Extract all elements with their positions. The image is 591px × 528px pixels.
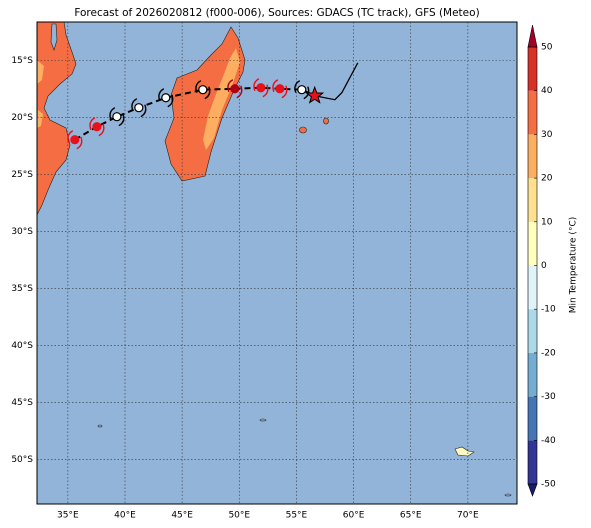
island (259, 418, 267, 422)
colorbar-tick-label: 40 (541, 86, 553, 96)
lon-tick-label: 40°E (114, 511, 136, 521)
cyclone-arc (131, 98, 138, 111)
past-track (314, 62, 359, 101)
lon-tick-label: 35°E (57, 511, 79, 521)
madagascar-highland (203, 48, 240, 150)
island (504, 493, 512, 497)
colorbar-tick-label: 0 (541, 261, 547, 271)
island (454, 446, 475, 457)
colorbar-band (528, 134, 537, 179)
colorbar-band (528, 178, 537, 222)
lat-tick-label: 40°S (11, 341, 33, 351)
current-position (305, 85, 325, 104)
cyclone-marker (198, 85, 208, 95)
lat-tick-label: 30°S (11, 227, 33, 237)
cyclone-arc (140, 104, 147, 118)
lon-tick-label: 65°E (400, 511, 422, 521)
lon-tick-label: 60°E (343, 511, 365, 521)
colorbar-label: Min Temperature (°C) (569, 217, 579, 314)
island (97, 424, 103, 428)
cyclone-marker (70, 135, 80, 145)
lat-tick-label: 45°S (11, 398, 33, 408)
africa-highland (37, 110, 43, 128)
cyclone-arc (204, 86, 211, 100)
colorbar-band (528, 396, 537, 441)
colorbar-tick-label: 30 (541, 130, 553, 140)
cyclone-arc (89, 117, 96, 130)
cyclone-marker (275, 84, 285, 94)
cyclone-arc (76, 136, 83, 150)
colorbar-band (528, 440, 537, 484)
cyclone-arc (262, 84, 269, 98)
cyclone-arc (167, 94, 174, 108)
cyclone-arc (98, 123, 105, 137)
colorbar-tick-label: 20 (541, 174, 553, 184)
cyclone-marker (161, 93, 171, 103)
lat-tick-label: 50°S (11, 455, 33, 465)
cyclone-marker (112, 112, 122, 122)
cyclone-marker (256, 83, 266, 93)
map-frame (36, 21, 518, 505)
cyclone-arc (272, 79, 279, 93)
africa (36, 21, 77, 216)
cyclone-marker (92, 122, 102, 132)
cyclone-arc (195, 80, 202, 93)
lon-tick-label: 70°E (457, 511, 479, 521)
cyclone-arc (236, 85, 243, 99)
cyclone-arc (67, 130, 74, 143)
colorbar-extend (527, 24, 538, 48)
africa-highland (37, 60, 44, 84)
island (299, 126, 307, 134)
colorbar-band (528, 309, 537, 353)
cyclone-arc (109, 107, 116, 120)
lat-tick-label: 15°S (11, 56, 33, 66)
cyclone-arc (294, 80, 301, 93)
cyclone-arc (281, 85, 288, 99)
lat-tick-label: 35°S (11, 284, 33, 294)
lake (50, 23, 58, 51)
cyclone-marker (134, 103, 144, 113)
colorbar-band (528, 265, 537, 310)
colorbar-tick-label: 50 (541, 43, 553, 53)
colorbar-band (528, 221, 537, 266)
lon-tick-label: 50°E (228, 511, 250, 521)
cyclone-arc (253, 78, 260, 91)
island (323, 117, 329, 125)
ocean (37, 22, 517, 504)
cyclone-arc (118, 113, 125, 127)
lon-tick-label: 55°E (286, 511, 308, 521)
colorbar-tick-label: -30 (541, 392, 556, 402)
colorbar-tick-label: -20 (541, 348, 556, 358)
colorbar-extend (527, 483, 538, 497)
map-title: Forecast of 2026020812 (f000-006), Sourc… (74, 7, 479, 19)
colorbar-tick-label: -10 (541, 305, 556, 315)
cyclone-marker (230, 84, 240, 94)
lon-tick-label: 45°E (171, 511, 193, 521)
lat-tick-label: 25°S (11, 170, 33, 180)
colorbar-band (528, 90, 537, 135)
colorbar-band (528, 352, 537, 397)
colorbar-tick-label: -40 (541, 436, 556, 446)
colorbar-tick-label: 10 (541, 217, 553, 227)
colorbar-tick-label: -50 (541, 480, 556, 490)
cyclone-marker (297, 85, 307, 95)
madagascar (164, 26, 246, 182)
land (36, 21, 512, 497)
cyclone-arc (227, 79, 234, 93)
lat-tick-label: 20°S (11, 113, 33, 123)
colorbar-band (528, 47, 537, 91)
cyclone-arc (158, 88, 165, 102)
